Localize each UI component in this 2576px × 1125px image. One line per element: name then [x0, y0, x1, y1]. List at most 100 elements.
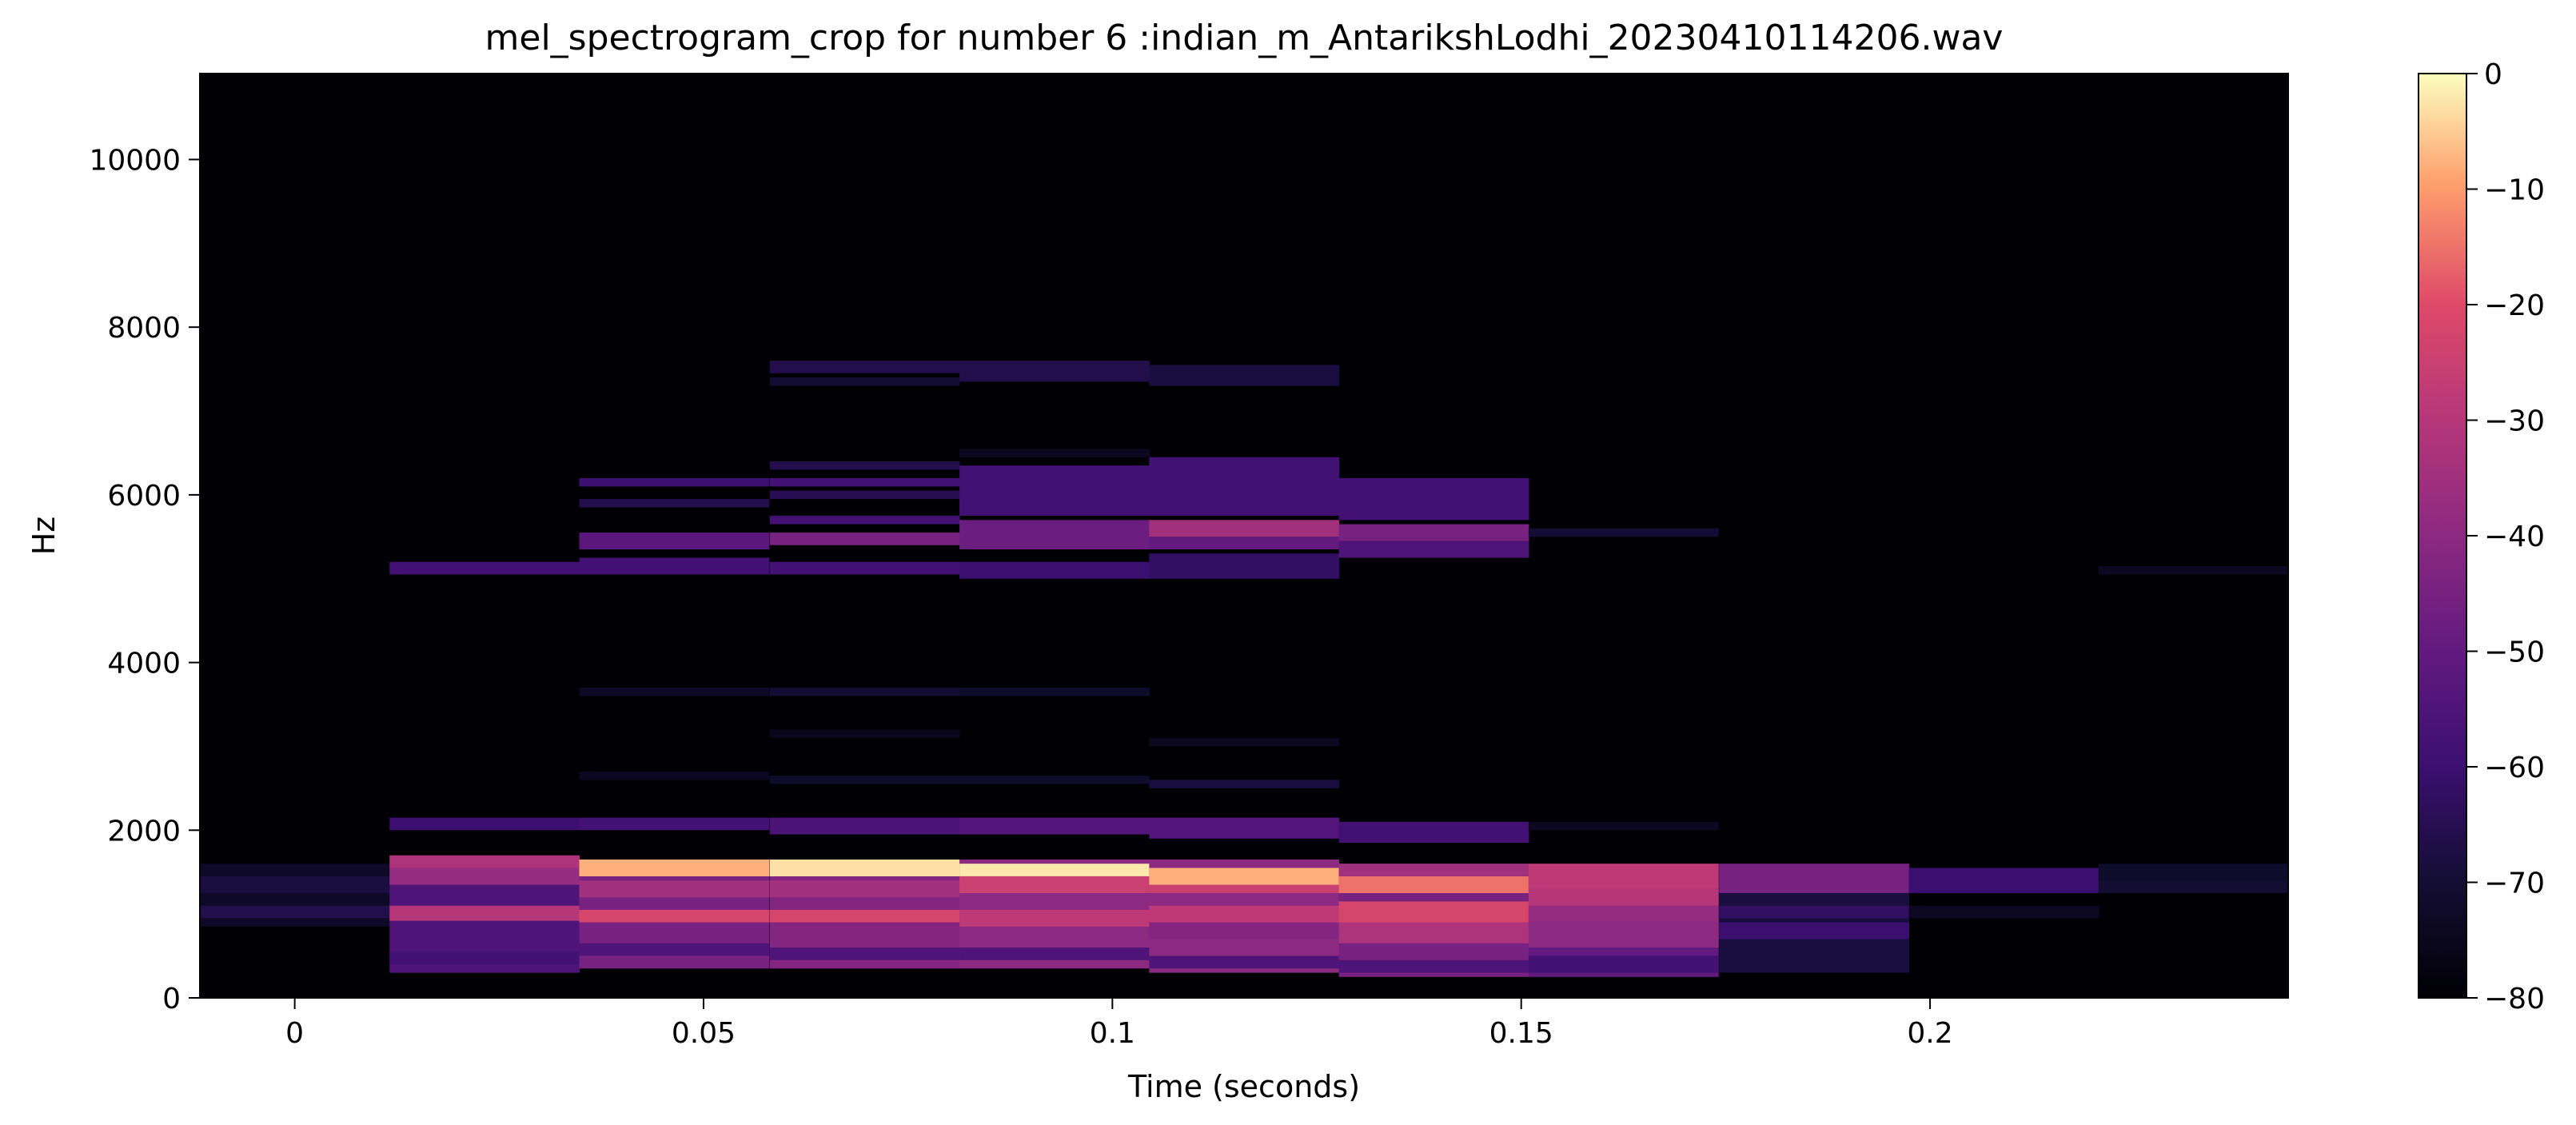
spectrogram-cell	[1149, 817, 1340, 839]
spectrogram-cell	[1149, 738, 1340, 747]
spectrogram-cell	[1149, 884, 1340, 893]
spectrogram-cell	[1338, 524, 1529, 541]
x-axis-label: Time (seconds)	[1127, 1069, 1360, 1104]
spectrogram-cell	[1528, 888, 1719, 906]
spectrogram-cell	[200, 905, 390, 919]
spectrogram-cell	[959, 817, 1150, 835]
spectrogram-cell	[1528, 864, 1719, 889]
chart-title: mel_spectrogram_crop for number 6 :india…	[485, 18, 2004, 58]
spectrogram-cell	[579, 880, 770, 898]
spectrogram-cell	[579, 909, 770, 923]
spectrogram-cell	[579, 477, 770, 487]
spectrogram-cell	[579, 817, 770, 831]
spectrogram-cell	[389, 855, 580, 868]
spectrogram-cell	[769, 817, 960, 835]
spectrogram-cell	[769, 880, 960, 898]
spectrogram-cell	[579, 943, 770, 956]
spectrogram-cell	[2098, 880, 2288, 893]
spectrogram-cell	[1149, 520, 1340, 537]
spectrogram-cell	[769, 909, 960, 923]
spectrogram-cell	[1149, 780, 1340, 788]
spectrogram-cell	[1338, 922, 1529, 943]
spectrogram-cell	[769, 947, 960, 960]
spectrogram-cell	[769, 860, 960, 876]
spectrogram-cell	[959, 876, 1150, 893]
spectrogram-cell	[959, 561, 1150, 579]
spectrogram-cell	[2098, 864, 2288, 881]
colorbar-tick-label: −70	[2484, 868, 2545, 900]
spectrogram-cell	[1149, 537, 1340, 549]
spectrogram-cell	[389, 817, 580, 831]
spectrogram-cell	[579, 533, 770, 550]
spectrogram-cell	[959, 688, 1150, 696]
spectrogram-cell	[579, 771, 770, 780]
y-tick-label: 2000	[107, 815, 181, 848]
spectrogram-cell	[389, 905, 580, 921]
spectrogram-cell	[1149, 457, 1340, 517]
spectrogram-cell	[959, 947, 1150, 960]
colorbar-tick-label: 0	[2484, 58, 2502, 91]
plot-area	[199, 73, 2289, 999]
y-tick-label: 6000	[107, 480, 181, 513]
spectrogram-cell	[1149, 905, 1340, 923]
spectrogram-cell	[1149, 553, 1340, 579]
spectrogram-cell	[959, 449, 1150, 457]
spectrogram-cell	[769, 490, 960, 500]
spectrogram-cell	[769, 561, 960, 575]
spectrogram-cell	[1528, 905, 1719, 923]
y-tick-label: 0	[162, 983, 181, 1015]
spectrogram-cell	[1338, 864, 1529, 876]
spectrogram-cell	[200, 876, 390, 893]
spectrogram-cell	[769, 533, 960, 545]
colorbar-tick-label: −50	[2484, 636, 2545, 669]
spectrogram-cell	[579, 499, 770, 508]
spectrogram-cell	[769, 377, 960, 386]
spectrogram-cell	[1149, 365, 1340, 386]
spectrogram-cell	[1338, 959, 1529, 973]
colorbar	[2418, 73, 2467, 999]
spectrogram-cell	[1908, 905, 2099, 919]
x-axis: 0 0.05 0.1 0.15 0.2	[285, 998, 1953, 1050]
y-tick-label: 8000	[107, 312, 181, 345]
spectrogram-cell	[959, 465, 1150, 517]
y-axis: 0 2000 4000 6000 8000 10000	[89, 144, 200, 1015]
spectrogram-cell	[769, 461, 960, 470]
y-tick-label: 4000	[107, 648, 181, 680]
spectrogram-cell	[1528, 528, 1719, 537]
spectrogram-cell	[769, 729, 960, 738]
spectrogram-cell	[959, 520, 1150, 549]
x-tick-label: 0	[285, 1017, 304, 1050]
colorbar-tick-label: −80	[2484, 983, 2545, 1015]
colorbar-ticks: 0 −10 −20 −30 −40 −50 −60 −70 −80	[2466, 58, 2545, 1015]
spectrogram-cell	[2098, 566, 2288, 575]
colorbar-tick-label: −20	[2484, 289, 2545, 322]
spectrogram-cell	[579, 688, 770, 696]
spectrogram-cell	[769, 776, 960, 784]
spectrogram-cell	[1338, 821, 1529, 843]
spectrogram-cell	[1338, 477, 1529, 521]
spectrogram-cell	[579, 557, 770, 575]
spectrogram-cell	[1149, 922, 1340, 939]
x-tick-label: 0.15	[1489, 1017, 1553, 1050]
spectrogram-cell	[769, 477, 960, 487]
colorbar-tick-label: −60	[2484, 752, 2545, 784]
spectrogram-cell	[1719, 905, 1909, 919]
spectrogram-cell	[1149, 868, 1340, 885]
spectrogram-cell	[1719, 922, 1909, 939]
spectrogram-cell	[389, 951, 580, 964]
spectrogram-cell	[959, 361, 1150, 382]
spectrogram-cells	[200, 361, 2288, 977]
spectrogram-cell	[389, 868, 580, 885]
spectrogram-cell	[389, 561, 580, 575]
x-tick-label: 0.1	[1090, 1017, 1135, 1050]
spectrogram-cell	[769, 361, 960, 373]
y-axis-label: Hz	[26, 517, 62, 556]
spectrogram-cell	[1528, 821, 1719, 831]
spectrogram-cell	[1908, 868, 2099, 893]
x-tick-label: 0.05	[672, 1017, 736, 1050]
spectrogram-cell	[959, 776, 1150, 784]
y-tick-label: 10000	[89, 144, 181, 177]
spectrogram-cell	[1338, 901, 1529, 923]
spectrogram-cell	[1528, 922, 1719, 948]
